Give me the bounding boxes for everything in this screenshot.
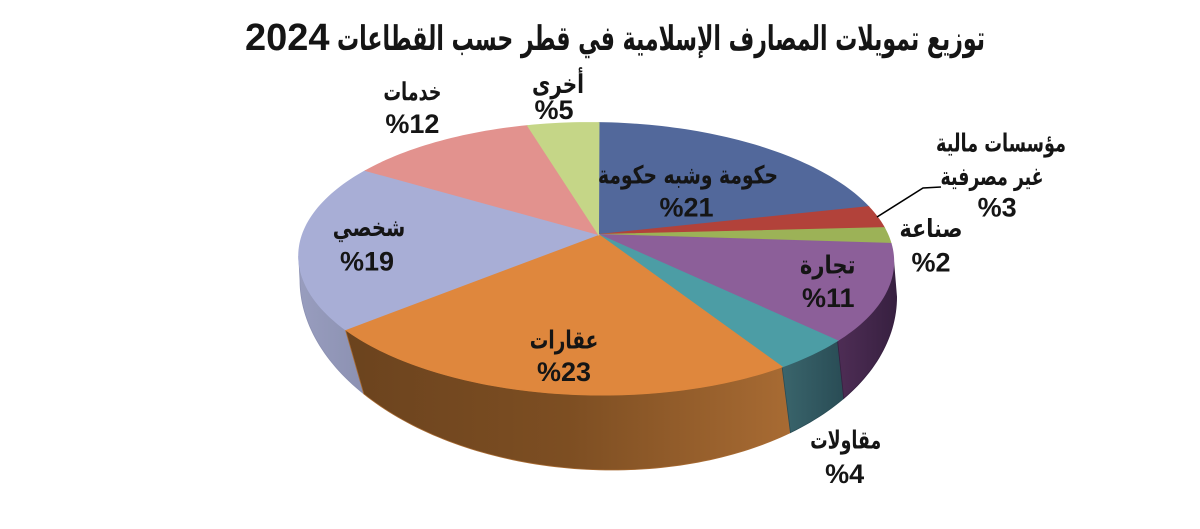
- svg-text:2024: 2024: [245, 17, 330, 59]
- svg-text:%19: %19: [340, 246, 394, 276]
- svg-text:%2: %2: [911, 248, 950, 278]
- svg-text:%21: %21: [659, 193, 713, 223]
- svg-text:%23: %23: [537, 357, 591, 387]
- svg-text:%4: %4: [825, 459, 864, 489]
- svg-text:%12: %12: [385, 109, 439, 139]
- svg-text:%5: %5: [534, 95, 573, 125]
- svg-text:%11: %11: [802, 283, 855, 313]
- svg-text:%3: %3: [978, 193, 1017, 223]
